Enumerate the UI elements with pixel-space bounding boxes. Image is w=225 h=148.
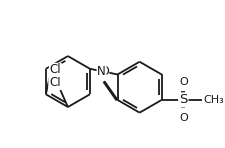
Text: O: O: [179, 77, 188, 87]
Text: O: O: [179, 113, 188, 123]
Text: Cl: Cl: [49, 76, 61, 89]
Text: S: S: [179, 93, 187, 106]
Text: N: N: [97, 65, 106, 78]
Text: Cl: Cl: [50, 63, 61, 76]
Text: CH₃: CH₃: [203, 95, 224, 105]
Text: O: O: [99, 65, 109, 78]
